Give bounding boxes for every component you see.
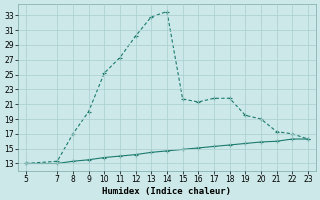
X-axis label: Humidex (Indice chaleur): Humidex (Indice chaleur) [102,187,231,196]
